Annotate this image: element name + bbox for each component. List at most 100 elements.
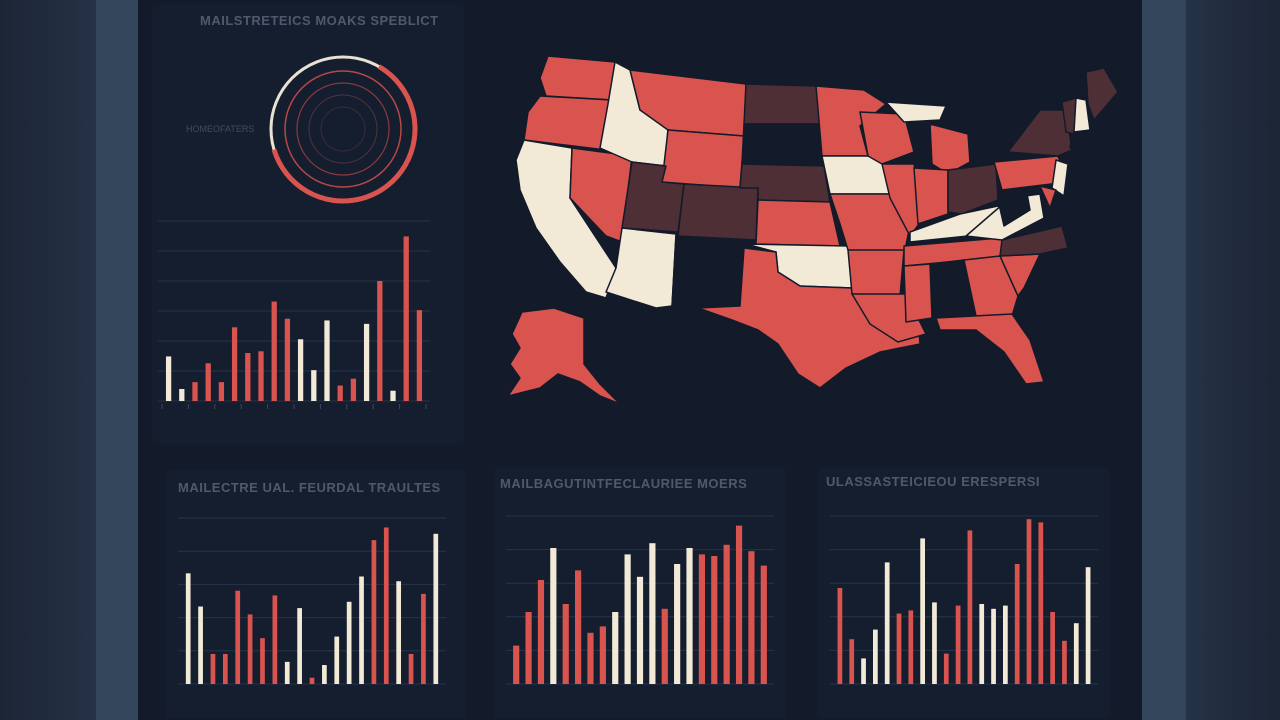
state-new-jersey [1051, 159, 1069, 197]
bar [955, 605, 961, 684]
monitor-bezel-left [96, 0, 138, 720]
bar [674, 564, 681, 684]
bar [235, 590, 241, 684]
state-georgia [963, 255, 1019, 317]
bar [873, 629, 878, 684]
bar [179, 389, 185, 401]
bar [1062, 640, 1067, 684]
bar [1085, 567, 1091, 684]
monitor-bezel-right [1142, 0, 1186, 720]
bar [350, 378, 357, 401]
bar [359, 576, 364, 684]
bar [403, 236, 409, 401]
bar [272, 595, 278, 684]
bar [309, 677, 315, 684]
bar [967, 530, 973, 684]
state-mississippi [903, 263, 933, 323]
background-right [1184, 0, 1280, 720]
state-massachusetts [1069, 131, 1101, 149]
bar [599, 626, 606, 684]
bar [908, 610, 914, 684]
bar [562, 604, 569, 684]
bar [884, 562, 890, 684]
bar [649, 543, 656, 684]
state-arizona [605, 227, 677, 309]
bottom-left-panel-title: MAILECTRE UAL. FEURDAL TRAULTES [178, 480, 441, 495]
state-florida [935, 313, 1045, 385]
gauge-label: HOMEOFATERS [186, 124, 255, 134]
bar [311, 370, 317, 401]
gauge-ring-inner-2 [296, 82, 390, 176]
bar [218, 382, 225, 401]
bar [861, 658, 866, 684]
background-left [0, 0, 96, 720]
state-north-dakota [743, 83, 821, 125]
top-left-bar-chart [158, 220, 430, 409]
state-new-mexico [671, 235, 745, 307]
bar [271, 301, 277, 401]
bar [1038, 522, 1044, 684]
bar [165, 356, 172, 401]
bar [334, 636, 340, 684]
state-north-carolina [999, 225, 1069, 257]
state-colorado [677, 183, 759, 241]
bar [247, 614, 253, 684]
state-pennsylvania [993, 155, 1069, 191]
state-south-dakota [741, 123, 825, 167]
bar [205, 363, 211, 401]
state-texas [697, 247, 921, 389]
state-new-york [1007, 109, 1073, 157]
top-left-panel-title: MAILSTRETEICS MOAKS SPEBLICT [200, 13, 439, 28]
state-arkansas [847, 249, 905, 297]
bar [943, 653, 949, 684]
bar [245, 353, 251, 401]
state-michigan [929, 123, 971, 175]
bar [337, 385, 343, 401]
bar [371, 540, 377, 684]
bar [698, 554, 705, 684]
state-michigan-upper [885, 101, 947, 123]
bar [575, 570, 582, 684]
state-ohio [947, 163, 999, 215]
state-illinois [881, 163, 923, 237]
gauge-ring-inner-4 [320, 106, 366, 152]
bar [735, 525, 743, 684]
state-wyoming [661, 129, 745, 189]
bar [748, 551, 755, 684]
bar [284, 661, 290, 684]
bar [1073, 623, 1079, 684]
bar [1003, 605, 1008, 684]
bottom-middle-panel-title: MAILBAGUTINTFECLAURIEE MOERS [500, 476, 748, 491]
bar [297, 608, 302, 684]
bottom-right-bar-chart [830, 515, 1098, 685]
bar [587, 632, 594, 684]
bar [686, 548, 693, 684]
bar [837, 588, 843, 684]
state-maryland [1039, 185, 1057, 209]
bar [210, 653, 216, 684]
bar [185, 573, 191, 684]
bar [231, 327, 238, 401]
bar [920, 538, 925, 684]
bar [222, 653, 228, 684]
bar [260, 638, 265, 684]
bar [1050, 612, 1055, 684]
bar [636, 576, 644, 684]
bar [525, 612, 532, 684]
state-washington [539, 55, 616, 101]
bar [979, 604, 985, 684]
gauge-ring-inner-3 [308, 94, 378, 164]
bar [991, 608, 996, 684]
bar [198, 606, 203, 684]
bottom-right-panel [818, 468, 1110, 718]
bar [421, 593, 426, 684]
state-kansas [755, 199, 841, 247]
bar [723, 544, 730, 684]
bar [377, 281, 383, 401]
bar [896, 613, 902, 684]
bottom-left-panel [166, 470, 466, 718]
bar [513, 645, 520, 684]
bar [550, 548, 557, 684]
bar [383, 527, 389, 684]
